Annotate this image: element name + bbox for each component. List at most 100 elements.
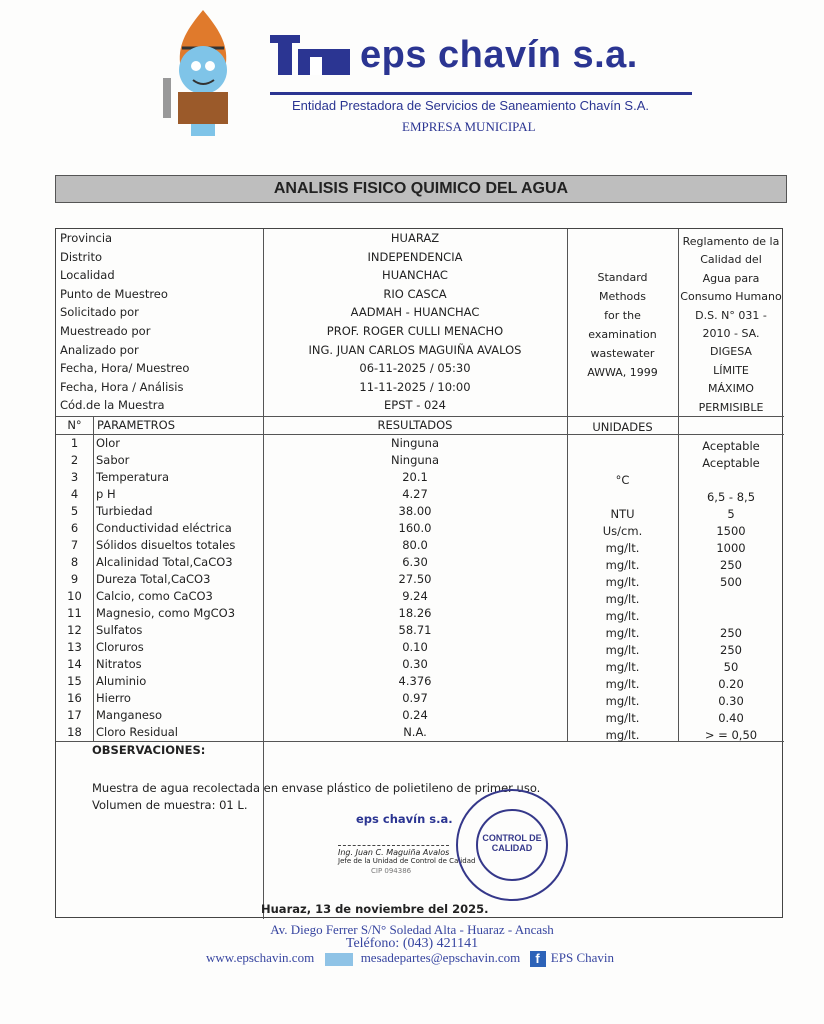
- result-value: 27.50: [398, 572, 432, 586]
- regulation-text: Calidad del: [700, 253, 762, 267]
- info-label: Solicitado por: [60, 305, 139, 320]
- regulation-text: Reglamento de la: [682, 235, 780, 248]
- result-value: 4.27: [402, 487, 428, 501]
- date-line: Huaraz, 13 de noviembre del 2025.: [261, 902, 489, 916]
- footer-contacts: www.epschavin.com mesadepartes@epschavin…: [206, 950, 615, 968]
- info-value: 06-11-2025 / 05:30: [359, 361, 471, 376]
- brand-name: eps chavín s.a.: [360, 34, 638, 76]
- info-value: RIO CASCA: [383, 286, 447, 301]
- limit-value: 5: [727, 507, 735, 521]
- limit-value: 500: [720, 575, 742, 589]
- brand-icon: [270, 35, 350, 75]
- brand-underline: [270, 92, 692, 95]
- column-divider: [263, 229, 264, 919]
- observation-line: Muestra de agua recolectada en envase pl…: [92, 781, 541, 795]
- unit-value: NTU: [610, 507, 635, 521]
- footer-website[interactable]: www.epschavin.com: [206, 950, 315, 965]
- observation-line: Volumen de muestra: 01 L.: [92, 798, 248, 812]
- method-text: for the: [604, 309, 641, 322]
- signature-role: Jefe de la Unidad de Control de Calidad: [338, 857, 476, 865]
- info-value: PROF. ROGER CULLI MENACHO: [326, 324, 504, 338]
- row-number: 7: [70, 538, 79, 552]
- result-value: 38.00: [398, 504, 432, 518]
- result-value: 20.1: [402, 470, 428, 484]
- row-number: 5: [70, 504, 79, 518]
- unit-value: mg/lt.: [605, 643, 640, 657]
- info-label: Analizado por: [60, 342, 139, 357]
- row-number: 8: [70, 555, 79, 569]
- method-text: Methods: [599, 290, 646, 303]
- row-number: 9: [70, 572, 79, 586]
- signature-name: Ing. Juan C. Maguiña Avalos: [338, 845, 450, 857]
- row-number: 12: [67, 623, 82, 637]
- observations-heading: OBSERVACIONES:: [92, 743, 206, 757]
- regulation-text: Agua para: [702, 271, 760, 285]
- info-label: Provincia: [60, 231, 113, 245]
- footer-email[interactable]: mesadepartes@epschavin.com: [360, 950, 521, 965]
- parameter-name: Magnesio, como MgCO3: [96, 606, 236, 620]
- regulation-text: MÁXIMO: [708, 382, 754, 396]
- row-number: 6: [70, 521, 79, 535]
- parameter-name: p H: [96, 487, 116, 501]
- parameter-name: Manganeso: [96, 708, 162, 722]
- limit-value: 1500: [716, 524, 746, 538]
- info-label: Distrito: [60, 249, 103, 264]
- parameter-name: Conductividad eléctrica: [96, 521, 232, 535]
- limit-value: 0.30: [718, 694, 744, 708]
- limit-value: 250: [720, 558, 742, 572]
- result-value: 0.24: [402, 708, 428, 722]
- limit-value: Aceptable: [702, 439, 760, 453]
- method-text: AWWA, 1999: [587, 366, 658, 379]
- signature-cip: CIP 094386: [371, 867, 412, 875]
- result-value: 0.30: [402, 657, 428, 671]
- limit-value: 250: [720, 643, 742, 657]
- quality-stamp: CONTROL DE CALIDAD: [456, 789, 568, 901]
- parameter-name: Hierro: [96, 691, 131, 705]
- column-divider: [678, 229, 679, 741]
- result-value: N.A.: [403, 725, 427, 739]
- limit-value: Aceptable: [702, 456, 760, 470]
- row-number: 17: [67, 708, 82, 722]
- info-label: Localidad: [60, 268, 115, 283]
- document-title: ANALISIS FISICO QUIMICO DEL AGUA: [55, 175, 787, 203]
- parameter-name: Turbiedad: [96, 504, 153, 518]
- limit-value: 250: [720, 626, 742, 640]
- unit-value: mg/lt.: [605, 694, 640, 708]
- parameter-name: Alcalinidad Total,CaCO3: [96, 555, 233, 569]
- parameter-name: Cloro Residual: [96, 725, 178, 739]
- unit-value: mg/lt.: [605, 541, 640, 555]
- result-value: 160.0: [398, 521, 432, 535]
- method-text: wastewater: [590, 347, 655, 360]
- column-divider: [567, 229, 568, 741]
- row-number: 1: [70, 436, 79, 450]
- result-value: 9.24: [402, 589, 428, 603]
- parameter-name: Nitratos: [96, 657, 142, 671]
- footer-address: Av. Diego Ferrer S/N° Soledad Alta - Hua…: [270, 922, 554, 937]
- result-value: 0.10: [402, 640, 428, 654]
- result-value: 18.26: [398, 606, 432, 620]
- parameter-name: Cloruros: [96, 640, 144, 654]
- info-value: HUARAZ: [390, 231, 440, 245]
- parameter-name: Sulfatos: [96, 623, 143, 637]
- parameter-name: Sabor: [96, 453, 130, 467]
- footer-facebook[interactable]: EPS Chavin: [550, 950, 615, 965]
- row-divider: [56, 434, 784, 435]
- parameter-name: Dureza Total,CaCO3: [96, 572, 211, 586]
- row-number: 15: [67, 674, 82, 688]
- parameter-name: Calcio, como CaCO3: [96, 589, 213, 603]
- row-number: 10: [67, 589, 82, 603]
- regulation-text: D.S. N° 031 -: [695, 308, 767, 322]
- company-subtitle: Entidad Prestadora de Servicios de Sanea…: [292, 98, 649, 113]
- row-divider: [56, 416, 784, 417]
- stamp-inner: CONTROL DE CALIDAD: [476, 809, 548, 881]
- result-value: 4.376: [398, 674, 432, 688]
- limit-value: 1000: [716, 541, 746, 555]
- parameter-name: Temperatura: [96, 470, 170, 484]
- info-label: Punto de Muestreo: [60, 286, 168, 301]
- header-param: PARAMETROS: [97, 418, 176, 432]
- result-value: 58.71: [398, 623, 432, 637]
- unit-value: mg/lt.: [605, 609, 640, 623]
- method-text: Standard: [597, 271, 648, 284]
- unit-value: mg/lt.: [605, 626, 640, 640]
- mascot-logo: [163, 10, 228, 136]
